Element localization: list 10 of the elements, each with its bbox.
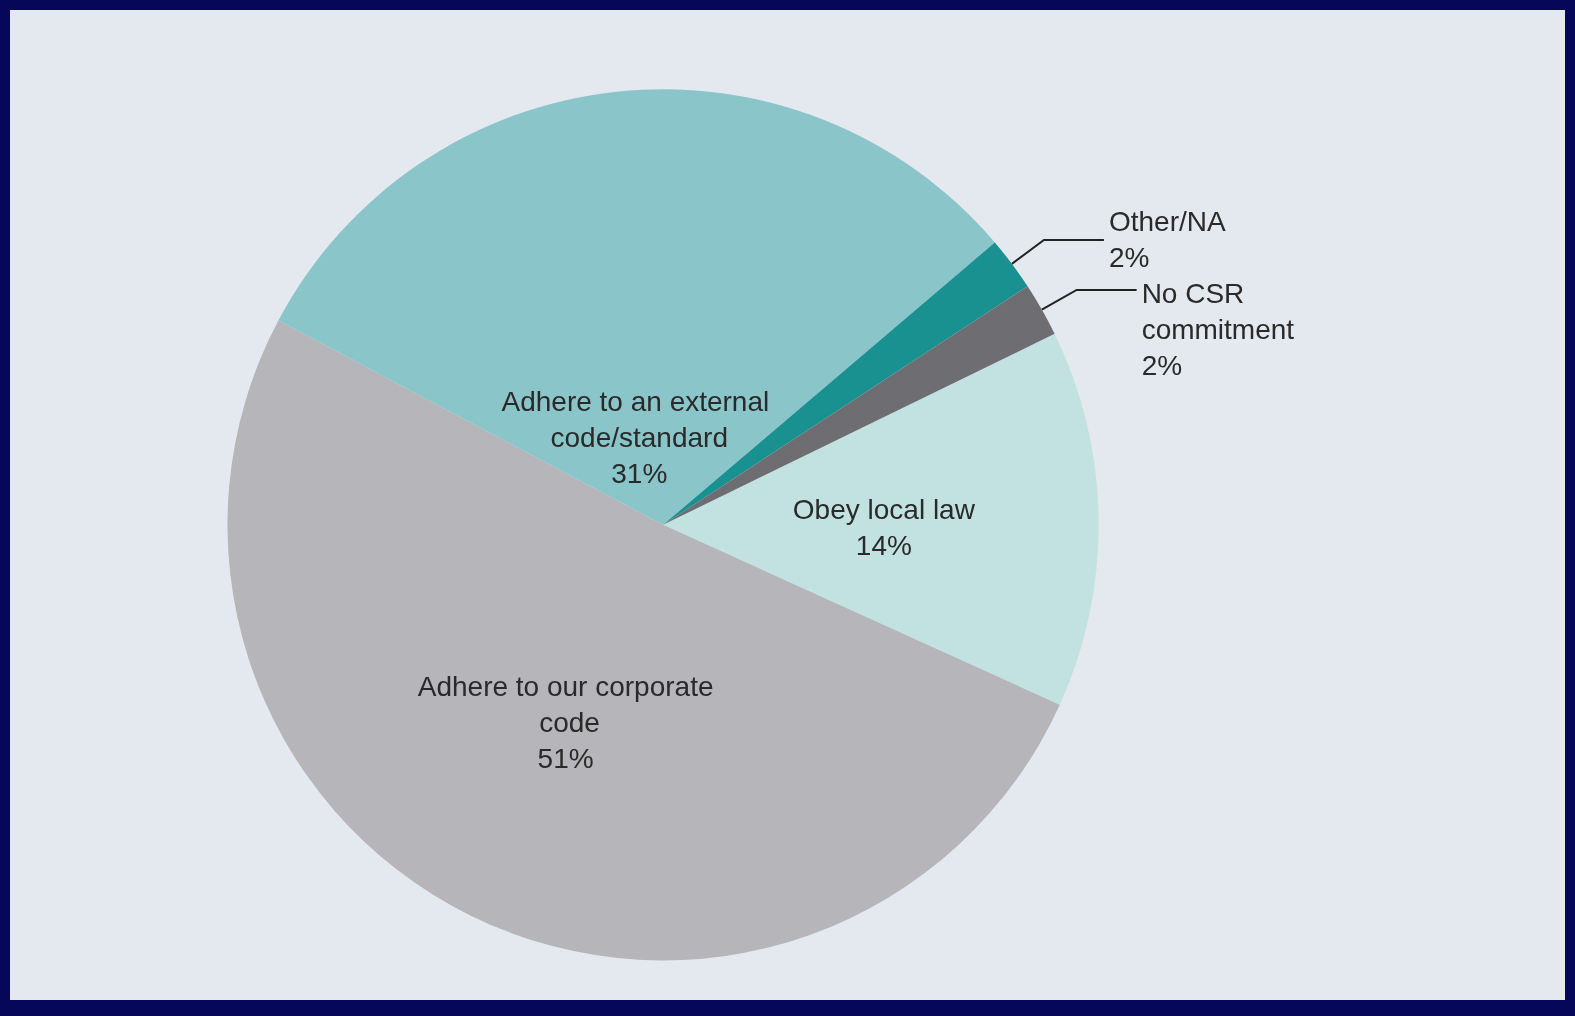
data-label: 2% xyxy=(1141,350,1183,382)
slice-label: Adhere to our corporate code xyxy=(417,671,714,739)
slice-label: Obey local law xyxy=(792,494,976,526)
slice-label: Other/NA xyxy=(1108,206,1226,238)
slice-label: No CSR commitment xyxy=(1141,278,1295,346)
data-label: 2% xyxy=(1108,242,1150,274)
data-label: 31% xyxy=(611,458,668,490)
data-label: 51% xyxy=(537,743,594,775)
slice-label: Adhere to an external code/standard xyxy=(501,386,778,454)
data-label: 14% xyxy=(855,530,912,562)
